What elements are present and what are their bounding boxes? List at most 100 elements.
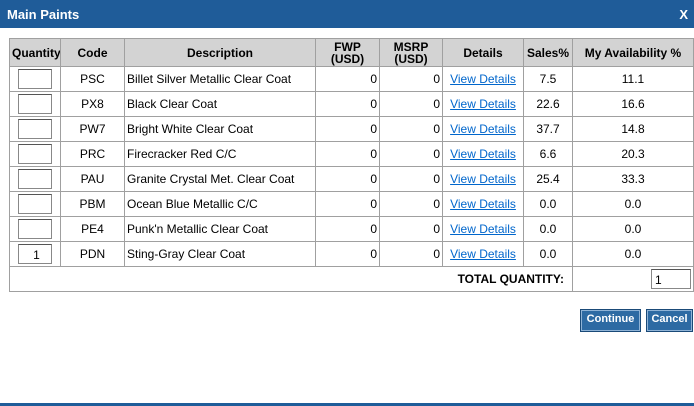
dialog-title: Main Paints <box>7 6 80 22</box>
details-cell: View Details <box>442 116 524 142</box>
column-header: FWP (USD) <box>315 38 380 67</box>
details-cell: View Details <box>442 241 524 267</box>
sales-cell: 0.0 <box>523 216 573 242</box>
table-row: PW7 Bright White Clear Coat 0 0 View Details… <box>9 116 694 142</box>
table-row: PE4 Punk'n Metallic Clear Coat 0 0 View Deta… <box>9 216 694 242</box>
cancel-button[interactable]: Cancel <box>646 309 693 332</box>
code-cell: PBM <box>60 191 125 217</box>
details-cell: View Details <box>442 91 524 117</box>
msrp-cell: 0 <box>379 166 443 192</box>
quantity-input[interactable] <box>18 169 52 189</box>
quantity-input[interactable] <box>18 144 52 164</box>
quantity-input[interactable] <box>18 194 52 214</box>
code-cell: PW7 <box>60 116 125 142</box>
quantity-cell <box>9 166 61 192</box>
code-cell: PAU <box>60 166 125 192</box>
table-row: PRC Firecracker Red C/C 0 0 View Details 6.6 2… <box>9 141 694 167</box>
view-details-link[interactable]: View Details <box>450 247 516 261</box>
quantity-input[interactable] <box>18 119 52 139</box>
msrp-cell: 0 <box>379 216 443 242</box>
details-cell: View Details <box>442 216 524 242</box>
code-cell: PE4 <box>60 216 125 242</box>
fwp-cell: 0 <box>315 141 380 167</box>
code-cell: PSC <box>60 66 125 92</box>
view-details-link[interactable]: View Details <box>450 72 516 86</box>
view-details-link[interactable]: View Details <box>450 122 516 136</box>
sales-cell: 22.6 <box>523 91 573 117</box>
msrp-cell: 0 <box>379 141 443 167</box>
msrp-cell: 0 <box>379 116 443 142</box>
code-cell: PDN <box>60 241 125 267</box>
table-row: 1 PDN Sting-Gray Clear Coat 0 0 View Details 0… <box>9 241 694 267</box>
column-header: Description <box>124 38 316 67</box>
details-cell: View Details <box>442 141 524 167</box>
fwp-cell: 0 <box>315 216 380 242</box>
availability-cell: 0.0 <box>572 216 694 242</box>
column-header: Sales% <box>523 38 573 67</box>
msrp-cell: 0 <box>379 241 443 267</box>
table-row: PBM Ocean Blue Metallic C/C 0 0 View Details… <box>9 191 694 217</box>
view-details-link[interactable]: View Details <box>450 197 516 211</box>
fwp-cell: 0 <box>315 191 380 217</box>
column-header: Details <box>442 38 524 67</box>
details-cell: View Details <box>442 66 524 92</box>
table-row: PAU Granite Crystal Met. Clear Coat 0 0 View… <box>9 166 694 192</box>
quantity-input[interactable] <box>18 94 52 114</box>
column-header: My Availability % <box>572 38 694 67</box>
total-label: TOTAL QUANTITY: <box>9 266 573 292</box>
description-cell: Ocean Blue Metallic C/C <box>124 191 316 217</box>
header-row: Quantity Code Description FWP (USD) MSRP (US… <box>9 38 694 67</box>
close-button[interactable]: X <box>679 6 688 22</box>
availability-cell: 11.1 <box>572 66 694 92</box>
table-row: PSC Billet Silver Metallic Clear Coat 0 0 Vi… <box>9 66 694 92</box>
quantity-cell <box>9 66 61 92</box>
availability-cell: 33.3 <box>572 166 694 192</box>
availability-cell: 14.8 <box>572 116 694 142</box>
continue-button[interactable]: Continue <box>580 309 641 332</box>
quantity-cell <box>9 116 61 142</box>
availability-cell: 16.6 <box>572 91 694 117</box>
fwp-cell: 0 <box>315 116 380 142</box>
quantity-input[interactable] <box>18 219 52 239</box>
quantity-cell <box>9 191 61 217</box>
fwp-cell: 0 <box>315 66 380 92</box>
column-header: MSRP (USD) <box>379 38 443 67</box>
description-cell: Bright White Clear Coat <box>124 116 316 142</box>
quantity-input[interactable] <box>18 69 52 89</box>
details-cell: View Details <box>442 166 524 192</box>
title-bar: Main Paints X <box>0 0 694 28</box>
description-cell: Black Clear Coat <box>124 91 316 117</box>
description-cell: Billet Silver Metallic Clear Coat <box>124 66 316 92</box>
msrp-cell: 0 <box>379 66 443 92</box>
code-cell: PRC <box>60 141 125 167</box>
quantity-input[interactable]: 1 <box>18 244 52 264</box>
sales-cell: 0.0 <box>523 241 573 267</box>
paints-table: Quantity Code Description FWP (USD) MSRP (US… <box>9 38 694 292</box>
msrp-cell: 0 <box>379 191 443 217</box>
sales-cell: 7.5 <box>523 66 573 92</box>
availability-cell: 0.0 <box>572 241 694 267</box>
view-details-link[interactable]: View Details <box>450 147 516 161</box>
description-cell: Sting-Gray Clear Coat <box>124 241 316 267</box>
view-details-link[interactable]: View Details <box>450 97 516 111</box>
view-details-link[interactable]: View Details <box>450 172 516 186</box>
availability-cell: 20.3 <box>572 141 694 167</box>
sales-cell: 37.7 <box>523 116 573 142</box>
quantity-cell <box>9 141 61 167</box>
fwp-cell: 0 <box>315 166 380 192</box>
fwp-cell: 0 <box>315 241 380 267</box>
quantity-cell: 1 <box>9 241 61 267</box>
code-cell: PX8 <box>60 91 125 117</box>
total-input[interactable]: 1 <box>651 269 691 289</box>
column-header: Code <box>60 38 125 67</box>
quantity-cell <box>9 91 61 117</box>
view-details-link[interactable]: View Details <box>450 222 516 236</box>
sales-cell: 0.0 <box>523 191 573 217</box>
description-cell: Firecracker Red C/C <box>124 141 316 167</box>
sales-cell: 25.4 <box>523 166 573 192</box>
availability-cell: 0.0 <box>572 191 694 217</box>
total-row: TOTAL QUANTITY: 1 <box>9 266 694 292</box>
quantity-cell <box>9 216 61 242</box>
details-cell: View Details <box>442 191 524 217</box>
